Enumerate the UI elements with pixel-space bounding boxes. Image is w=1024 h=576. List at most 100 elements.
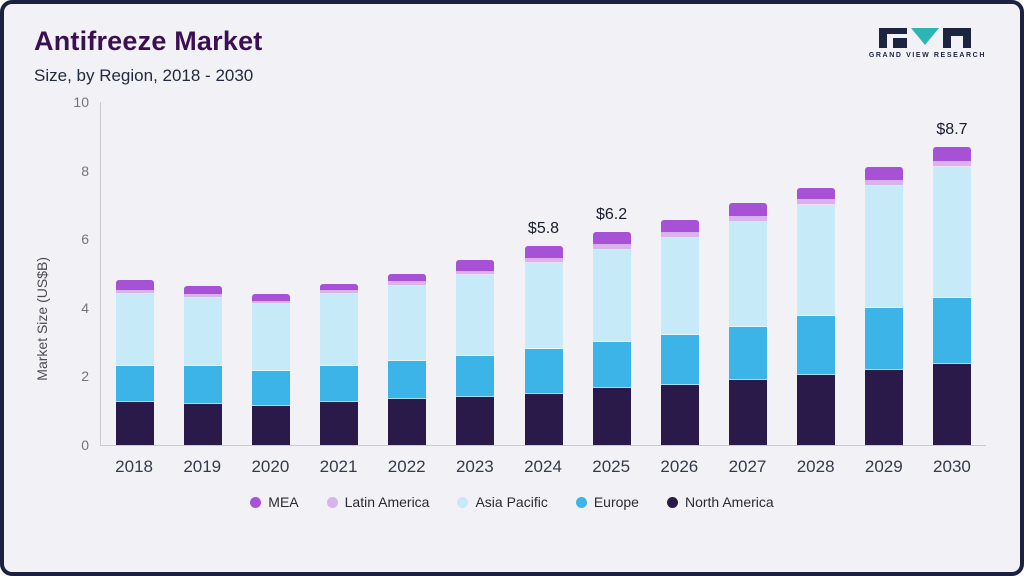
legend-label: MEA (268, 494, 299, 510)
segment-mea (660, 220, 699, 234)
bar-column-2018 (101, 102, 169, 445)
chart-subtitle: Size, by Region, 2018 - 2030 (34, 66, 254, 85)
segment-europe (320, 366, 359, 403)
segment-north-america (116, 402, 155, 445)
bar-column-2024: $5.8 (509, 102, 577, 445)
segment-mea (932, 146, 971, 163)
segment-asia-pacific (252, 304, 291, 372)
segment-asia-pacific (660, 237, 699, 336)
x-tick-label-2023: 2023 (455, 457, 494, 476)
segment-latin-america (388, 282, 427, 286)
x-tick-label-2020: 2020 (251, 457, 290, 476)
legend-dot-icon (250, 496, 262, 508)
segment-mea (592, 232, 631, 246)
segment-latin-america (796, 199, 835, 205)
segment-europe (592, 342, 631, 389)
segment-europe (388, 360, 427, 399)
legend-dot-icon (457, 496, 469, 508)
legend-item-asia-pacific: Asia Pacific (457, 494, 548, 510)
y-tick-label: 8 (81, 162, 89, 179)
chart-section: Market Size (US$B) 0 2 4 6 8 10 $5.8 $6.2 $8.7 2… (4, 95, 1020, 477)
x-axis-labels: 2018 2019 2020 2021 2022 2023 2024 2025 2026 2027… (100, 446, 986, 477)
y-tick-label: 6 (81, 231, 89, 248)
chart-title: Antifreeze Market (34, 26, 263, 56)
legend-item-europe: Europe (575, 494, 639, 510)
segment-north-america (728, 379, 767, 445)
bar-column-2030: $8.7 (918, 102, 986, 445)
segment-latin-america (184, 294, 223, 298)
segment-mea (524, 246, 563, 260)
y-tick-label: 0 (81, 437, 89, 453)
segment-north-america (864, 369, 903, 445)
x-tick-label-2019: 2019 (183, 457, 222, 476)
bar-column-2027 (714, 102, 782, 445)
segment-north-america (320, 402, 359, 445)
bar-column-2025: $6.2 (578, 102, 646, 445)
segment-asia-pacific (728, 222, 767, 327)
bar-column-2026 (646, 102, 714, 445)
segment-asia-pacific (456, 275, 495, 356)
segment-north-america (252, 405, 291, 445)
segment-north-america (932, 364, 971, 445)
segment-europe (456, 355, 495, 397)
stacked-bar-2021 (320, 102, 359, 445)
plot-area: 0 2 4 6 8 10 $5.8 $6.2 $8.7 (73, 95, 986, 452)
segment-north-america (184, 403, 223, 445)
segment-latin-america (252, 301, 291, 305)
stacked-bar-2018 (116, 102, 155, 445)
segment-mea (728, 203, 767, 217)
bar-column-2020 (237, 102, 305, 445)
x-tick-label-2026: 2026 (660, 457, 699, 476)
segment-asia-pacific (320, 294, 359, 367)
legend-dot-icon (326, 496, 338, 508)
stacked-bar-2023 (456, 102, 495, 445)
legend: MEA Latin America Asia Pacific Europe North … (4, 494, 1020, 510)
segment-latin-america (864, 180, 903, 187)
segment-asia-pacific (932, 167, 971, 298)
gvr-logo: GRAND VIEW RESEARCH (869, 26, 986, 59)
bar-column-2019 (169, 102, 237, 445)
x-tick-label-2024: 2024 (524, 457, 562, 476)
segment-north-america (592, 388, 631, 445)
legend-label: Europe (593, 494, 639, 510)
segment-europe (116, 366, 155, 403)
value-label-2025: $6.2 (596, 206, 628, 224)
segment-mea (116, 280, 155, 291)
segment-mea (252, 294, 291, 302)
segment-north-america (796, 374, 835, 445)
segment-asia-pacific (116, 294, 155, 367)
stacked-bar-2030 (932, 102, 971, 445)
segment-asia-pacific (592, 249, 631, 343)
legend-dot-icon (666, 496, 678, 508)
bar-column-2022 (373, 102, 441, 445)
gvr-logo-mark-icon (879, 28, 972, 48)
x-tick-label-2028: 2028 (796, 457, 835, 476)
segment-latin-america (728, 216, 767, 223)
y-tick-label: 10 (73, 94, 89, 110)
segment-mea (864, 167, 903, 181)
legend-item-mea: MEA (250, 494, 299, 510)
segment-asia-pacific (388, 285, 427, 361)
y-axis-label: Market Size (US$B) (34, 257, 50, 381)
segment-latin-america (456, 271, 495, 276)
stacked-bar-2022 (388, 102, 427, 445)
x-tick-label-2025: 2025 (592, 457, 631, 476)
segment-europe (660, 335, 699, 385)
value-label-2024: $5.8 (527, 220, 560, 238)
bar-column-2028 (782, 102, 850, 445)
stacked-bar-2029 (864, 102, 903, 445)
stacked-bar-2025 (592, 102, 631, 445)
segment-mea (184, 285, 223, 295)
y-tick-label: 2 (81, 368, 89, 385)
value-label-2030: $8.7 (936, 120, 968, 138)
segment-latin-america (932, 162, 971, 168)
gvr-logo-text: GRAND VIEW RESEARCH (868, 52, 986, 59)
header: Antifreeze Market Size, by Region, 2018 … (4, 4, 1020, 86)
legend-label: North America (684, 494, 774, 510)
legend-label: Latin America (344, 494, 430, 510)
segment-mea (388, 273, 427, 283)
stacked-bar-2027 (728, 102, 767, 445)
segment-latin-america (116, 290, 155, 295)
segment-latin-america (524, 259, 563, 264)
segment-europe (252, 371, 291, 406)
